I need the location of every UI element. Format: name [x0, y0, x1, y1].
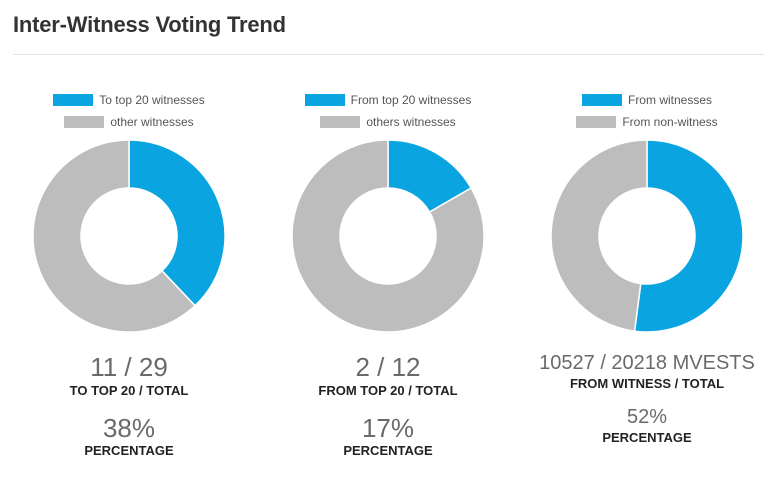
- ratio-label: TO TOP 20 / TOTAL: [69, 383, 189, 398]
- percent-value: 17%: [361, 413, 415, 443]
- chart-panel-to-top20: To top 20 witnesses other witnesses 11 /…: [0, 60, 258, 480]
- legend-item[interactable]: others witnesses: [259, 115, 517, 129]
- donut-svg: [291, 139, 485, 333]
- donut-slice-primary[interactable]: [128, 139, 226, 307]
- legend-label: From witnesses: [627, 93, 713, 107]
- donut-slice-secondary[interactable]: [32, 139, 197, 333]
- ratio-label: FROM TOP 20 / TOTAL: [318, 383, 458, 398]
- donut-chart: [0, 138, 258, 334]
- legend-item[interactable]: From top 20 witnesses: [259, 93, 517, 107]
- title-divider: [13, 54, 764, 55]
- legend-label: From top 20 witnesses: [350, 93, 472, 107]
- ratio-label: FROM WITNESS / TOTAL: [569, 376, 725, 391]
- percent-label: PERCENTAGE: [343, 443, 433, 458]
- percent-value: 52%: [626, 406, 668, 428]
- percent-label: PERCENTAGE: [602, 430, 692, 445]
- legend-item[interactable]: other witnesses: [0, 115, 258, 129]
- legend-swatch-primary: [53, 94, 94, 106]
- legend-swatch-primary: [581, 94, 622, 106]
- ratio-value: 11 / 29: [90, 352, 168, 382]
- legend-swatch-primary: [304, 94, 345, 106]
- chart-panel-from-witness: From witnesses From non-witness 10527 / …: [518, 60, 775, 480]
- donut-chart: [518, 138, 775, 334]
- ratio-value: 2 / 12: [355, 352, 421, 382]
- legend-item[interactable]: To top 20 witnesses: [0, 93, 258, 107]
- legend-swatch-secondary: [576, 116, 617, 128]
- legend-swatch-secondary: [320, 116, 361, 128]
- legend-item[interactable]: From non-witness: [518, 115, 775, 129]
- ratio-value: 10527 / 20218 MVESTS: [539, 352, 755, 374]
- donut-svg: [550, 139, 744, 333]
- donut-chart: [259, 138, 517, 334]
- donut-svg: [32, 139, 226, 333]
- donut-slice-secondary[interactable]: [291, 139, 485, 333]
- donut-slice-secondary[interactable]: [550, 139, 648, 333]
- legend-item[interactable]: From witnesses: [518, 93, 775, 107]
- page-title: Inter-Witness Voting Trend: [13, 12, 286, 37]
- legend-label: other witnesses: [110, 115, 194, 129]
- legend-label: others witnesses: [366, 115, 456, 129]
- legend-label: From non-witness: [622, 115, 718, 129]
- legend-swatch-secondary: [64, 116, 105, 128]
- donut-slice-primary[interactable]: [633, 139, 744, 333]
- percent-value: 38%: [102, 413, 156, 443]
- chart-panel-from-top20: From top 20 witnesses others witnesses 2…: [259, 60, 517, 480]
- legend-label: To top 20 witnesses: [99, 93, 205, 107]
- percent-label: PERCENTAGE: [84, 443, 174, 458]
